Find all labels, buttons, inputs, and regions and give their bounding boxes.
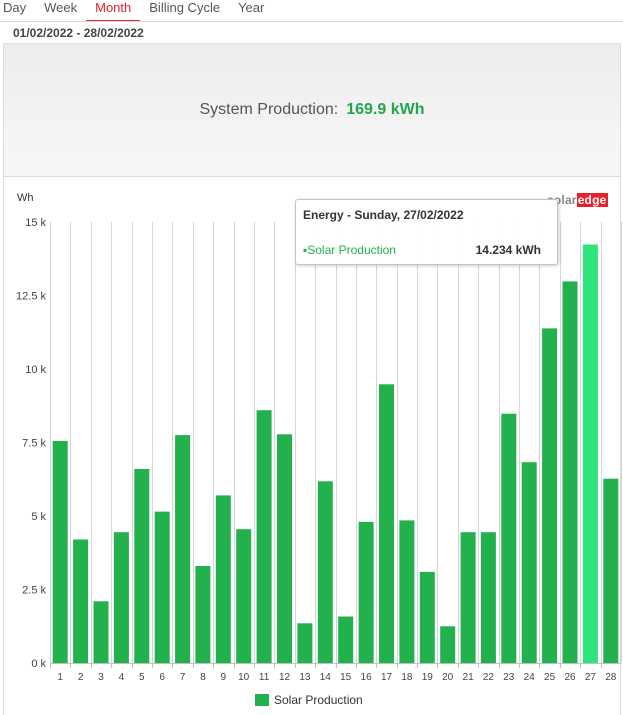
x-tick-label: 15: [340, 672, 352, 683]
production-summary-value: 169.9 kWh: [346, 101, 425, 118]
x-tick-label: 8: [200, 672, 206, 683]
tabs-divider: [0, 21, 623, 22]
production-summary-panel: System Production: 169.9 kWh: [3, 43, 621, 177]
y-tick-label: 5 k: [31, 511, 46, 523]
production-summary-label: System Production:: [199, 101, 339, 118]
period-tabs: Day Week Month Billing Cycle Year: [0, 0, 623, 22]
bar-day-17: [379, 384, 394, 663]
x-tick-label: 27: [585, 672, 597, 683]
y-tick-label: 7.5 k: [22, 438, 46, 450]
x-tick-label: 1: [57, 672, 63, 683]
chart-legend[interactable]: Solar Production: [255, 693, 363, 707]
bar-day-27: [582, 244, 598, 663]
bar-day-14: [317, 481, 333, 663]
x-tick-label: 4: [119, 672, 125, 683]
bar-day-23: [501, 413, 517, 663]
x-tick-label: 13: [299, 672, 311, 683]
x-tick-label: 2: [78, 672, 84, 683]
y-tick-label: 2.5 k: [22, 585, 46, 597]
bar-day-1: [52, 441, 68, 663]
bar-day-12: [277, 434, 292, 663]
bar-day-5: [134, 469, 150, 663]
x-tick-label: 5: [139, 672, 145, 683]
x-tick-label: 3: [98, 672, 104, 683]
y-axis-title: Wh: [17, 192, 34, 204]
tab-year[interactable]: Year: [238, 0, 265, 15]
x-tick-label: 17: [381, 672, 393, 683]
bar-day-6: [154, 511, 170, 663]
tab-week[interactable]: Week: [44, 0, 78, 15]
bar-day-28: [603, 478, 619, 663]
bar-day-16: [358, 521, 374, 663]
x-tick-label: 11: [259, 672, 270, 683]
bar-day-15: [338, 616, 354, 663]
bar-day-20: [440, 626, 456, 664]
bar-day-7: [175, 435, 191, 663]
bar-day-10: [236, 529, 252, 663]
x-tick-label: 16: [361, 672, 373, 683]
y-tick-label: 12.5 k: [16, 291, 46, 303]
bar-day-3: [93, 601, 109, 663]
bar-day-25: [542, 328, 558, 663]
x-tick-label: 7: [180, 672, 186, 683]
x-tick-label: 28: [605, 672, 617, 683]
tab-billing-cycle[interactable]: Billing Cycle: [149, 0, 221, 15]
y-tick-label: 10 k: [25, 364, 46, 376]
bar-day-2: [73, 539, 89, 663]
bar-day-24: [521, 462, 537, 663]
y-tick-label: 15 k: [25, 217, 46, 229]
x-tick-label: 9: [221, 672, 227, 683]
x-tick-label: 6: [159, 672, 165, 683]
x-tick-label: 10: [238, 672, 250, 683]
bar-day-11: [256, 410, 272, 663]
date-range: 01/02/2022 - 28/02/2022: [13, 26, 144, 40]
bar-day-13: [297, 623, 313, 663]
x-tick-label: 25: [544, 672, 556, 683]
y-tick-label: 0 k: [31, 658, 46, 670]
x-tick-label: 18: [401, 672, 413, 683]
x-tick-label: 23: [503, 672, 515, 683]
tooltip-title: Energy - Sunday, 27/02/2022: [303, 208, 464, 222]
bar-day-22: [480, 532, 496, 663]
bar-day-18: [399, 520, 415, 663]
legend-label-solar-production: Solar Production: [274, 693, 363, 707]
tab-day[interactable]: Day: [3, 0, 27, 15]
tooltip-row: ▪Solar Production 14.234 kWh: [303, 243, 541, 257]
bar-day-8: [195, 566, 211, 663]
bar-day-21: [460, 532, 476, 663]
bar-day-26: [562, 281, 578, 663]
bar-day-19: [419, 571, 435, 663]
tooltip-value: 14.234 kWh: [475, 243, 541, 257]
x-tick-label: 21: [463, 672, 475, 683]
production-summary: System Production: 169.9 kWh: [4, 101, 620, 119]
x-tick-label: 26: [564, 672, 576, 683]
x-tick-label: 14: [320, 672, 332, 683]
tooltip-series-label: ▪Solar Production: [303, 243, 396, 257]
x-tick-label: 19: [422, 672, 434, 683]
x-tick-label: 22: [483, 672, 495, 683]
x-tick-label: 20: [442, 672, 454, 683]
bar-day-9: [215, 495, 231, 663]
x-tick-label: 12: [279, 672, 291, 683]
bar-tooltip: Energy - Sunday, 27/02/2022 ▪Solar Produ…: [295, 199, 558, 265]
chart-panel: [3, 177, 621, 715]
legend-swatch: [255, 694, 269, 706]
bar-day-4: [113, 532, 129, 663]
x-tick-label: 24: [524, 672, 536, 683]
